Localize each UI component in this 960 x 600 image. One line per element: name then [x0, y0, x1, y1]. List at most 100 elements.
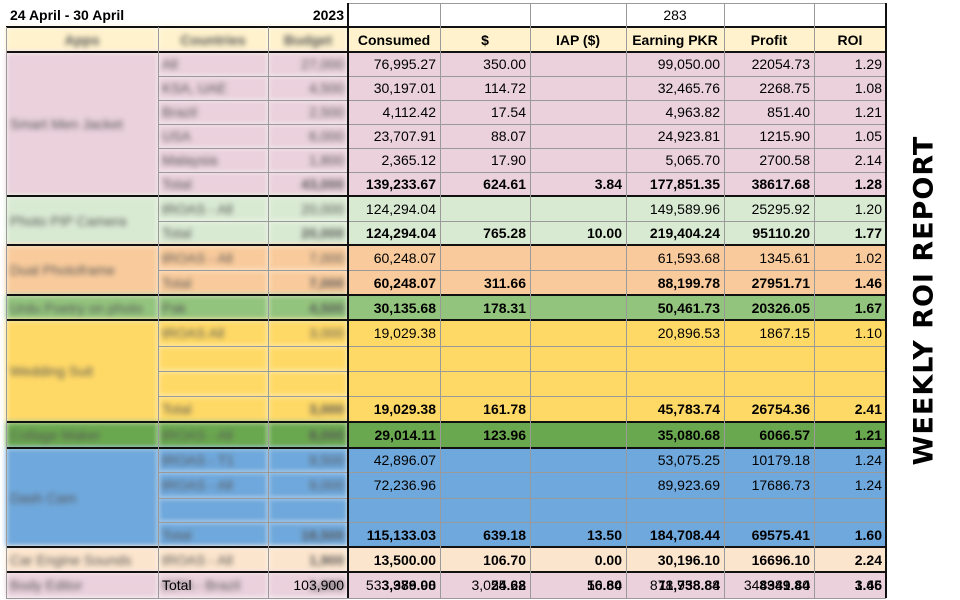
- country-cell[interactable]: tROAS - All: [158, 547, 268, 572]
- consumed-cell[interactable]: 42,896.07: [348, 448, 440, 472]
- profit-cell[interactable]: 20326.05: [724, 295, 814, 320]
- iap-cell[interactable]: [530, 448, 626, 472]
- earning-cell[interactable]: 4,963.82: [626, 100, 724, 124]
- consumed-cell[interactable]: [348, 498, 440, 522]
- dollar-cell[interactable]: [440, 498, 530, 522]
- header-profit[interactable]: Profit: [724, 27, 814, 52]
- dollar-cell[interactable]: 106.70: [440, 547, 530, 572]
- consumed-cell[interactable]: 30,197.01: [348, 76, 440, 100]
- header-budget[interactable]: Budget: [268, 27, 348, 52]
- earning-cell[interactable]: 30,196.10: [626, 547, 724, 572]
- grand-total-earning[interactable]: 878,958.38: [649, 577, 720, 593]
- profit-cell[interactable]: 95110.20: [724, 221, 814, 245]
- earning-cell[interactable]: 88,199.78: [626, 270, 724, 295]
- budget-cell[interactable]: 43,000: [268, 172, 348, 196]
- dollar-cell[interactable]: 161.78: [440, 396, 530, 422]
- roi-cell[interactable]: 1.60: [814, 522, 886, 547]
- iap-cell[interactable]: [530, 422, 626, 448]
- earning-cell[interactable]: 99,050.00: [626, 52, 724, 76]
- roi-cell[interactable]: 1.21: [814, 100, 886, 124]
- dollar-cell[interactable]: [440, 448, 530, 472]
- roi-cell[interactable]: 1.77: [814, 221, 886, 245]
- profit-cell[interactable]: 851.40: [724, 100, 814, 124]
- earning-cell[interactable]: 35,080.68: [626, 422, 724, 448]
- country-cell[interactable]: tROAS - All: [158, 472, 268, 498]
- consumed-cell[interactable]: 13,500.00: [348, 547, 440, 572]
- budget-cell[interactable]: 7,000: [268, 245, 348, 270]
- grand-total-iap[interactable]: 50.64: [586, 577, 622, 593]
- earning-cell[interactable]: 149,589.96: [626, 196, 724, 221]
- app-name-cell[interactable]: Photo PIP Camera: [6, 196, 158, 245]
- consumed-cell[interactable]: 60,248.07: [348, 270, 440, 295]
- country-cell[interactable]: Total: [158, 270, 268, 295]
- profit-cell[interactable]: [724, 371, 814, 396]
- consumed-cell[interactable]: 4,112.42: [348, 100, 440, 124]
- budget-cell[interactable]: 9,000: [268, 472, 348, 498]
- year-cell[interactable]: 2023: [312, 7, 344, 23]
- dollar-cell[interactable]: 17.90: [440, 148, 530, 172]
- country-cell[interactable]: tROAS - All: [158, 245, 268, 270]
- roi-cell[interactable]: 1.24: [814, 448, 886, 472]
- roi-cell[interactable]: [814, 498, 886, 522]
- profit-cell[interactable]: 26754.36: [724, 396, 814, 422]
- roi-cell[interactable]: 1.21: [814, 422, 886, 448]
- roi-cell[interactable]: 1.10: [814, 320, 886, 346]
- roi-cell[interactable]: 1.02: [814, 245, 886, 270]
- iap-cell[interactable]: [530, 295, 626, 320]
- dollar-cell[interactable]: 639.18: [440, 522, 530, 547]
- consumed-cell[interactable]: 72,236.96: [348, 472, 440, 498]
- consumed-cell[interactable]: 76,995.27: [348, 52, 440, 76]
- roi-cell[interactable]: 1.20: [814, 196, 886, 221]
- iap-cell[interactable]: 10.00: [530, 221, 626, 245]
- dollar-cell[interactable]: 311.66: [440, 270, 530, 295]
- country-cell[interactable]: KSA, UAE: [158, 76, 268, 100]
- header-earning[interactable]: Earning PKR: [626, 27, 724, 52]
- roi-cell[interactable]: 1.29: [814, 52, 886, 76]
- date-range-cell[interactable]: 24 April - 30 April: [10, 7, 125, 23]
- dollar-cell[interactable]: 765.28: [440, 221, 530, 245]
- budget-cell[interactable]: 27,000: [268, 52, 348, 76]
- iap-cell[interactable]: 13.50: [530, 522, 626, 547]
- consumed-cell[interactable]: [348, 371, 440, 396]
- consumed-cell[interactable]: 23,707.91: [348, 124, 440, 148]
- country-cell[interactable]: USA: [158, 124, 268, 148]
- country-cell[interactable]: tROAS - All: [158, 422, 268, 448]
- grand-total-consumed[interactable]: 533,976.98: [365, 577, 436, 593]
- profit-cell[interactable]: 10179.18: [724, 448, 814, 472]
- profit-cell[interactable]: 17686.73: [724, 472, 814, 498]
- iap-cell[interactable]: [530, 498, 626, 522]
- header-iap[interactable]: IAP ($): [530, 27, 626, 52]
- iap-cell[interactable]: [530, 245, 626, 270]
- profit-cell[interactable]: 27951.71: [724, 270, 814, 295]
- budget-cell[interactable]: 8,000: [268, 422, 348, 448]
- iap-cell[interactable]: 16.80: [530, 572, 626, 598]
- dollar-cell[interactable]: [440, 472, 530, 498]
- iap-cell[interactable]: 0.00: [530, 547, 626, 572]
- budget-cell[interactable]: [268, 346, 348, 371]
- budget-cell[interactable]: 1,900: [268, 547, 348, 572]
- iap-cell[interactable]: [530, 371, 626, 396]
- roi-cell[interactable]: [814, 371, 886, 396]
- consumed-cell[interactable]: 60,248.07: [348, 245, 440, 270]
- consumed-cell[interactable]: 29,014.11: [348, 422, 440, 448]
- earning-cell[interactable]: [626, 346, 724, 371]
- iap-cell[interactable]: [530, 148, 626, 172]
- earning-cell[interactable]: 50,461.73: [626, 295, 724, 320]
- budget-cell[interactable]: 4,500: [268, 295, 348, 320]
- app-name-cell[interactable]: Body Editor: [6, 572, 158, 598]
- app-name-cell[interactable]: Collage Maker: [6, 422, 158, 448]
- consumed-cell[interactable]: 3,389.00: [348, 572, 440, 598]
- country-cell[interactable]: Pak: [158, 295, 268, 320]
- budget-cell[interactable]: 20,000: [268, 196, 348, 221]
- country-cell[interactable]: tROAS - All: [158, 196, 268, 221]
- roi-cell[interactable]: 1.28: [814, 172, 886, 196]
- earning-cell[interactable]: 5,065.70: [626, 148, 724, 172]
- app-name-cell[interactable]: Urdu Poetry on photo: [6, 295, 158, 320]
- dollar-cell[interactable]: 178.31: [440, 295, 530, 320]
- consumed-cell[interactable]: 115,133.03: [348, 522, 440, 547]
- budget-cell[interactable]: 9,500: [268, 448, 348, 472]
- grand-total-dollar[interactable]: 3,055.22: [471, 577, 527, 593]
- profit-cell[interactable]: 6066.57: [724, 422, 814, 448]
- budget-cell[interactable]: 4,500: [268, 76, 348, 100]
- profit-cell[interactable]: [724, 498, 814, 522]
